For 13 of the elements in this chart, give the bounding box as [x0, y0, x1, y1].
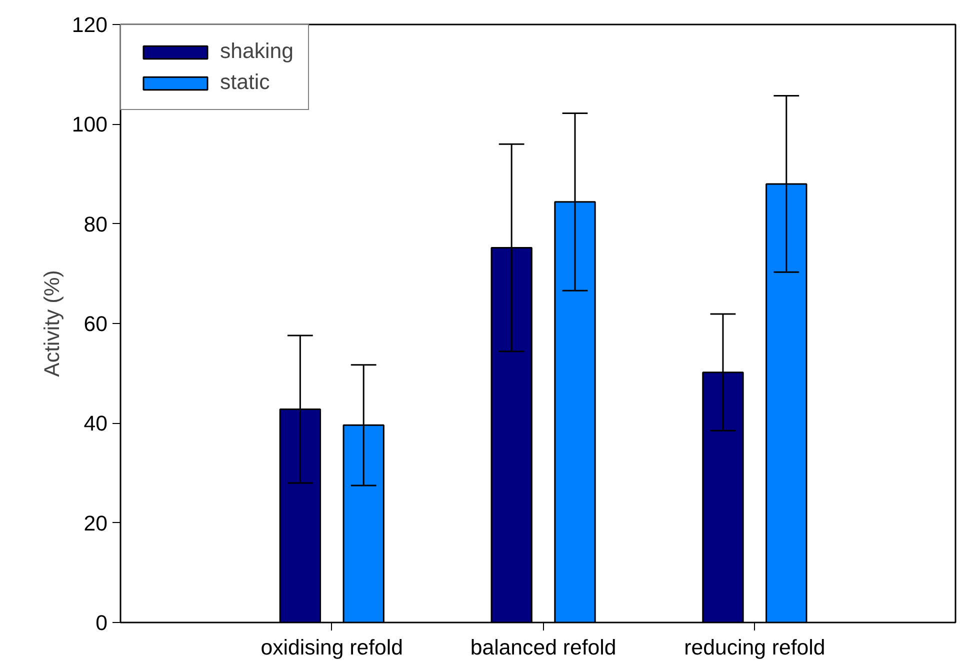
x-tick-label: oxidising refold: [260, 636, 404, 660]
y-tick-label: 100: [72, 112, 108, 137]
y-tick-label: 0: [96, 611, 108, 635]
y-tick-label: 60: [84, 312, 108, 336]
legend-label: static: [220, 70, 270, 95]
y-tick-label: 80: [84, 212, 108, 236]
y-axis-title: Activity (%): [40, 270, 64, 377]
y-tick-label: 120: [72, 13, 108, 37]
y-tick-label: 20: [84, 511, 108, 536]
x-tick-label: reducing refold: [684, 636, 826, 660]
x-tick-label: balanced refold: [470, 636, 616, 660]
legend-label: shaking: [220, 39, 294, 64]
y-tick-label: 40: [84, 412, 108, 436]
